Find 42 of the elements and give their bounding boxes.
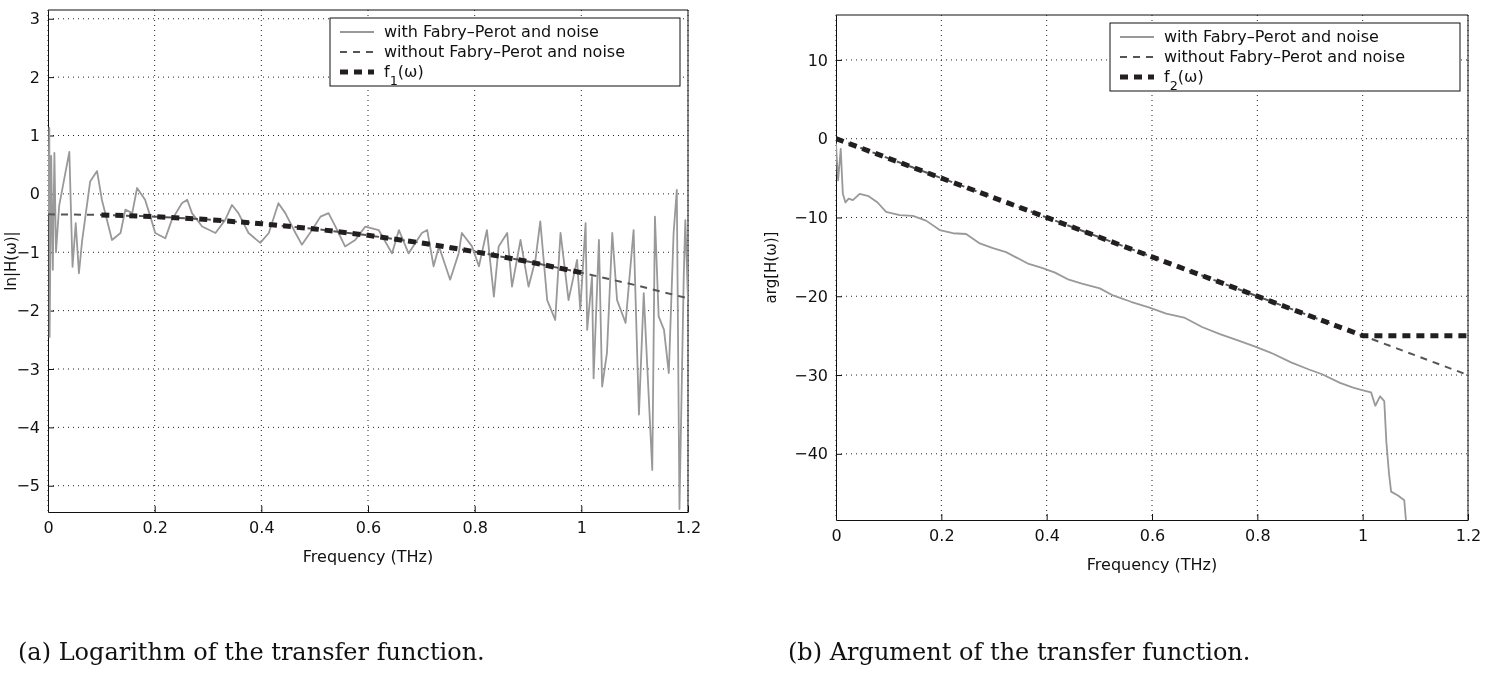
- x-tick-label: 0.6: [1139, 526, 1166, 546]
- x-tick-label: 0: [831, 526, 842, 546]
- x-tick-label: 0.4: [249, 518, 275, 538]
- x-tick-label: 1: [576, 518, 587, 538]
- y-tick-label: −40: [794, 444, 828, 464]
- text: (a) Logarithm of the transfer function.: [18, 638, 485, 666]
- x-axis-title: Frequency (THz): [1086, 555, 1218, 574]
- x-tick-label: 1: [1358, 526, 1369, 546]
- legend-label: f$_{2}$(ω): [1164, 67, 1204, 93]
- y-tick-label: −10: [794, 208, 828, 228]
- y-tick-label: −5: [16, 476, 40, 496]
- y-tick-label: −2: [16, 301, 40, 321]
- x-tick-label: 0: [43, 518, 54, 538]
- y-tick-label: 10: [807, 50, 828, 70]
- x-tick-label: 1.2: [1455, 526, 1482, 546]
- legend-label: f$_{1}$(ω): [384, 62, 424, 88]
- y-tick-label: 0: [29, 184, 40, 204]
- y-tick-label: 3: [29, 9, 40, 29]
- x-tick-label: 0.2: [929, 526, 955, 546]
- x-tick-label: 0.8: [1245, 526, 1271, 546]
- y-tick-label: 0: [817, 129, 828, 149]
- x-axis-title: Frequency (THz): [302, 547, 434, 566]
- y-tick-label: 2: [29, 67, 40, 87]
- legend-label: without Fabry–Perot and noise: [384, 42, 626, 61]
- y-tick-label: −3: [16, 359, 40, 379]
- x-tick-label: 0.6: [355, 518, 382, 538]
- x-tick-label: 1.2: [675, 518, 702, 538]
- legend-label: without Fabry–Perot and noise: [1164, 47, 1406, 66]
- legend-label: with Fabry–Perot and noise: [384, 22, 599, 41]
- y-axis-title: arg[H(ω)]: [762, 231, 780, 304]
- y-axis-title: ln|H(ω)|: [2, 231, 20, 291]
- line-series: [48, 213, 688, 300]
- text: (b) Argument of the transfer function.: [788, 638, 1251, 666]
- x-tick-label: 0.8: [462, 518, 488, 538]
- y-tick-label: 1: [29, 126, 40, 146]
- y-tick-label: −4: [16, 417, 40, 437]
- x-tick-label: 0.2: [142, 518, 168, 538]
- legend-label: with Fabry–Perot and noise: [1164, 27, 1379, 46]
- line-series: [836, 143, 1407, 520]
- x-tick-label: 0.4: [1034, 526, 1060, 546]
- y-tick-label: −30: [794, 365, 828, 385]
- y-tick-label: −20: [794, 286, 828, 306]
